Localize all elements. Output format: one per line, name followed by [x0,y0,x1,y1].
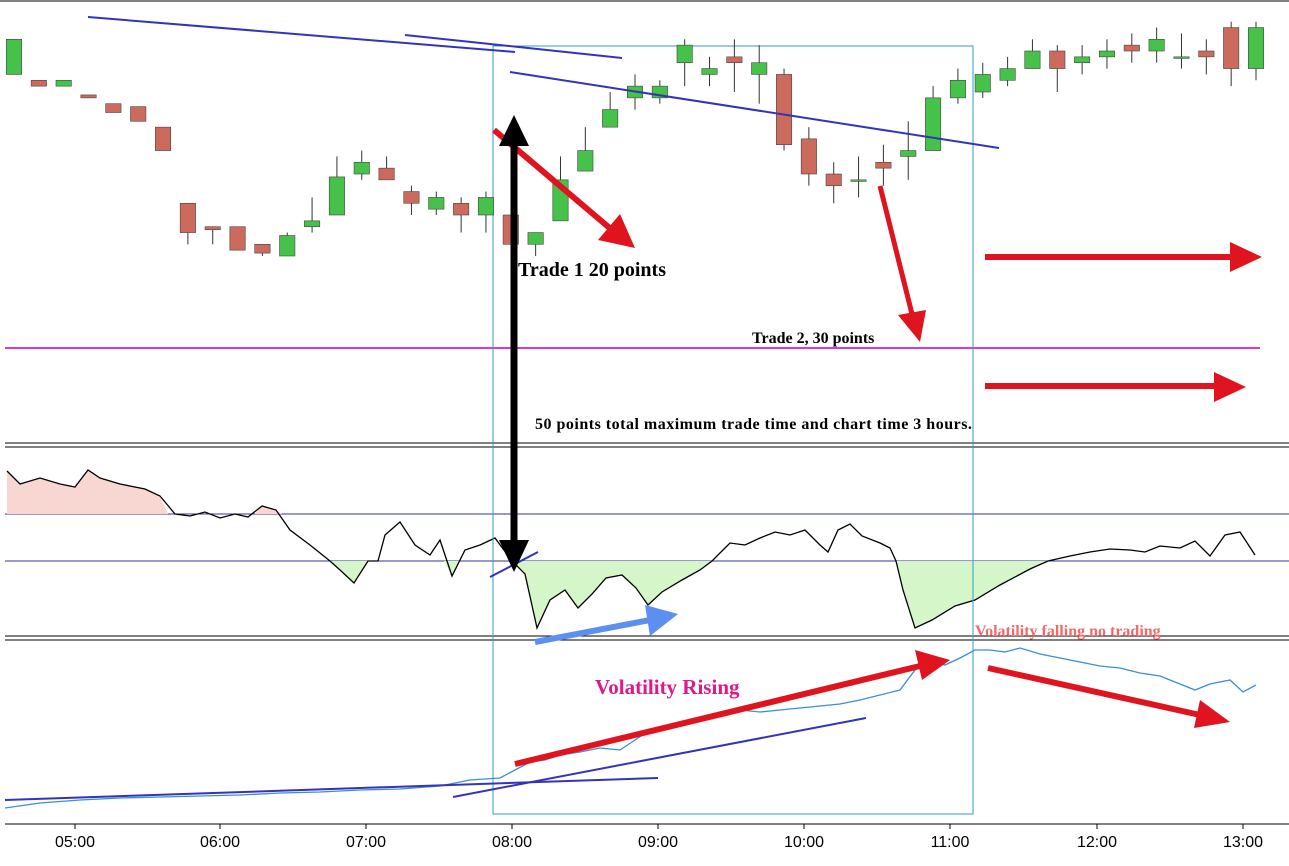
x-tick-label: 06:00 [200,834,240,851]
candle-bullish [527,232,544,245]
osc-positive-fill-2 [255,506,282,514]
x-tick-label: 11:00 [931,834,970,851]
red-arrow-volatility-rising [514,650,950,767]
label-volatility-falling: Volatility falling no trading [975,623,1161,640]
candle-bullish [5,38,23,75]
candle-bearish [254,243,271,254]
trendline-top-3 [509,71,1000,149]
candle-bearish [1049,50,1066,69]
trendline-vol-1 [4,777,659,801]
osc-negative-fill-1 [330,561,368,583]
x-tick-label: 13:00 [1223,834,1263,851]
candle-bearish [30,79,47,87]
candle-bullish [1098,50,1115,58]
red-arrow-down-trade2 [877,185,926,342]
candle-bullish [328,176,345,216]
candle-bullish [651,85,668,99]
candle-bullish [850,179,867,182]
candlestick-series [5,21,1265,257]
candle-bearish [875,161,892,169]
x-axis-ticks: 05:00 06:00 07:00 08:00 09:00 10:00 11:00 12:00… [55,824,1263,851]
candle-bullish [279,235,296,257]
candle-bullish [925,97,942,151]
x-tick-label: 09:00 [638,834,678,851]
label-trade2: Trade 2, 30 points [752,330,874,347]
candle-bearish [1123,44,1140,52]
candle-bullish [577,150,594,172]
candle-bullish [949,79,966,99]
label-trade1: Trade 1 20 points [518,259,666,281]
candle-bearish [179,202,196,233]
trendline-vol-2 [452,717,867,798]
candle-bullish [1173,56,1190,59]
osc-negative-fill-2 [444,561,460,576]
candle-bearish [726,56,743,64]
candle-bullish [974,74,991,93]
candle-bullish [1024,50,1041,69]
candle-bearish [825,173,842,187]
candle-bearish [130,106,147,122]
label-total: 50 points total maximum trade time and c… [535,416,972,433]
candle-bullish [900,150,917,157]
trendline-top-2 [404,34,623,59]
candle-bearish [800,138,817,175]
candle-bullish [353,161,370,175]
osc-negative-fill-3 [512,561,712,628]
candle-bullish [1074,56,1091,64]
candle-bearish [80,94,97,99]
candle-bearish [1223,27,1240,69]
x-tick-label: 10:00 [784,834,824,851]
candle-bearish [204,226,221,230]
candle-bullish [477,197,494,216]
x-tick-label: 07:00 [346,834,386,851]
candle-bearish [155,126,172,151]
osc-positive-fill-1 [7,470,168,514]
candle-bullish [304,220,321,228]
candle-bullish [1148,38,1165,52]
red-arrow-right-lower [985,372,1246,402]
candle-bullish [602,109,619,128]
trendline-top-1 [87,16,516,53]
candle-bearish [776,74,793,146]
label-volatility-rising: Volatility Rising [595,675,740,699]
candle-bullish [55,79,72,87]
candle-bullish [751,62,768,75]
red-arrow-right-upper [985,242,1262,272]
candle-bullish [1247,27,1265,69]
candle-bullish [999,68,1016,81]
candle-bullish [701,68,718,75]
blue-arrow-oscillator [534,605,678,645]
candle-bearish [1198,50,1215,58]
candle-bullish [428,197,445,210]
candle-bearish [403,191,420,204]
candle-bearish [229,226,246,251]
candle-bullish [676,44,693,64]
x-tick-label: 08:00 [492,834,532,851]
oscillator-line [6,469,1256,631]
osc-negative-fill-4 [896,561,1048,628]
red-arrow-volatility-falling [987,665,1230,728]
candle-bearish [378,167,395,181]
volatility-line [4,647,1257,809]
x-tick-label: 12:00 [1077,834,1117,851]
trade-window-box [492,45,974,815]
candle-bearish [105,103,122,113]
candle-bearish [453,202,470,216]
x-tick-label: 05:00 [55,834,95,851]
black-double-arrow [499,115,529,572]
